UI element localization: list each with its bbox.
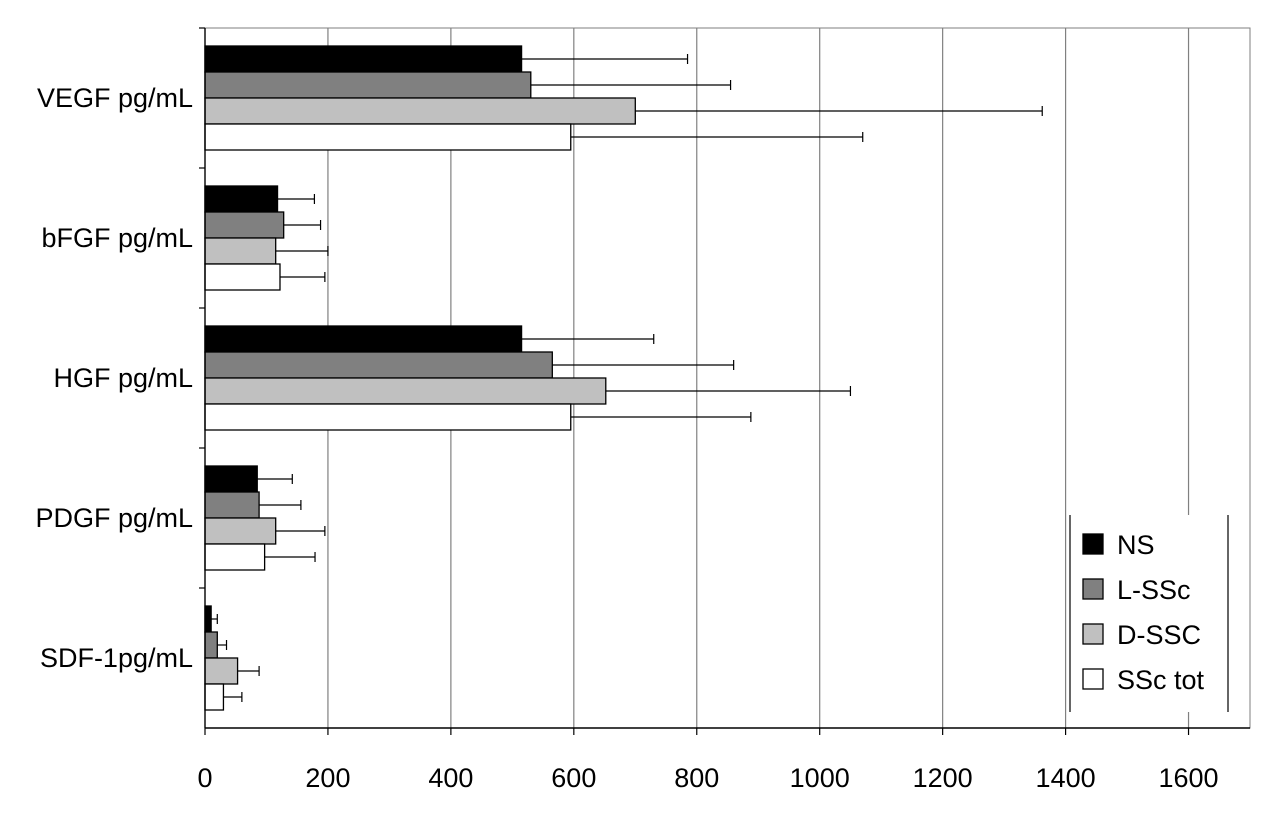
bar (204, 351, 553, 379)
bar (204, 211, 285, 239)
bar (204, 683, 225, 711)
bar (204, 185, 279, 213)
legend-swatch (1082, 533, 1104, 555)
legend-swatch (1082, 578, 1104, 600)
bar (204, 97, 636, 125)
legend: NS L-SSc D-SSC SSc tot (1069, 515, 1229, 712)
category-label: bFGF pg/mL (41, 223, 193, 253)
bar (204, 237, 277, 265)
bar (204, 123, 572, 151)
bar (204, 631, 218, 659)
x-tick-label: 800 (674, 763, 719, 793)
x-tick-label: 1400 (1036, 763, 1096, 793)
bar (204, 491, 260, 519)
category-label: HGF pg/mL (53, 363, 193, 393)
x-tick-label: 1000 (790, 763, 850, 793)
bar (204, 605, 212, 633)
bar (204, 377, 607, 405)
legend-label: D-SSC (1117, 620, 1201, 650)
bar (204, 517, 277, 545)
legend-label: L-SSc (1117, 575, 1191, 605)
x-tick-label: 200 (305, 763, 350, 793)
x-tick-label: 400 (428, 763, 473, 793)
x-tick-label: 1200 (913, 763, 973, 793)
bar (204, 325, 523, 353)
x-tick-label: 0 (197, 763, 212, 793)
category-label: PDGF pg/mL (35, 503, 193, 533)
bar (204, 657, 239, 685)
category-label: SDF-1pg/mL (40, 643, 193, 673)
x-tick-label: 1600 (1158, 763, 1218, 793)
legend-swatch (1082, 668, 1104, 690)
bar (204, 543, 266, 571)
x-tick-label: 600 (551, 763, 596, 793)
legend-swatch (1082, 623, 1104, 645)
bars (204, 45, 1043, 711)
axes: 0 200 400 600 800 1000 1200 1400 1600 VEGF pg/mL b… (35, 27, 1250, 793)
legend-label: NS (1117, 530, 1155, 560)
bar (204, 263, 281, 291)
bar (204, 403, 572, 431)
legend-label: SSc tot (1117, 665, 1205, 695)
bar (204, 465, 258, 493)
bar (204, 71, 532, 99)
category-label: VEGF pg/mL (37, 83, 193, 113)
bar (204, 45, 523, 73)
